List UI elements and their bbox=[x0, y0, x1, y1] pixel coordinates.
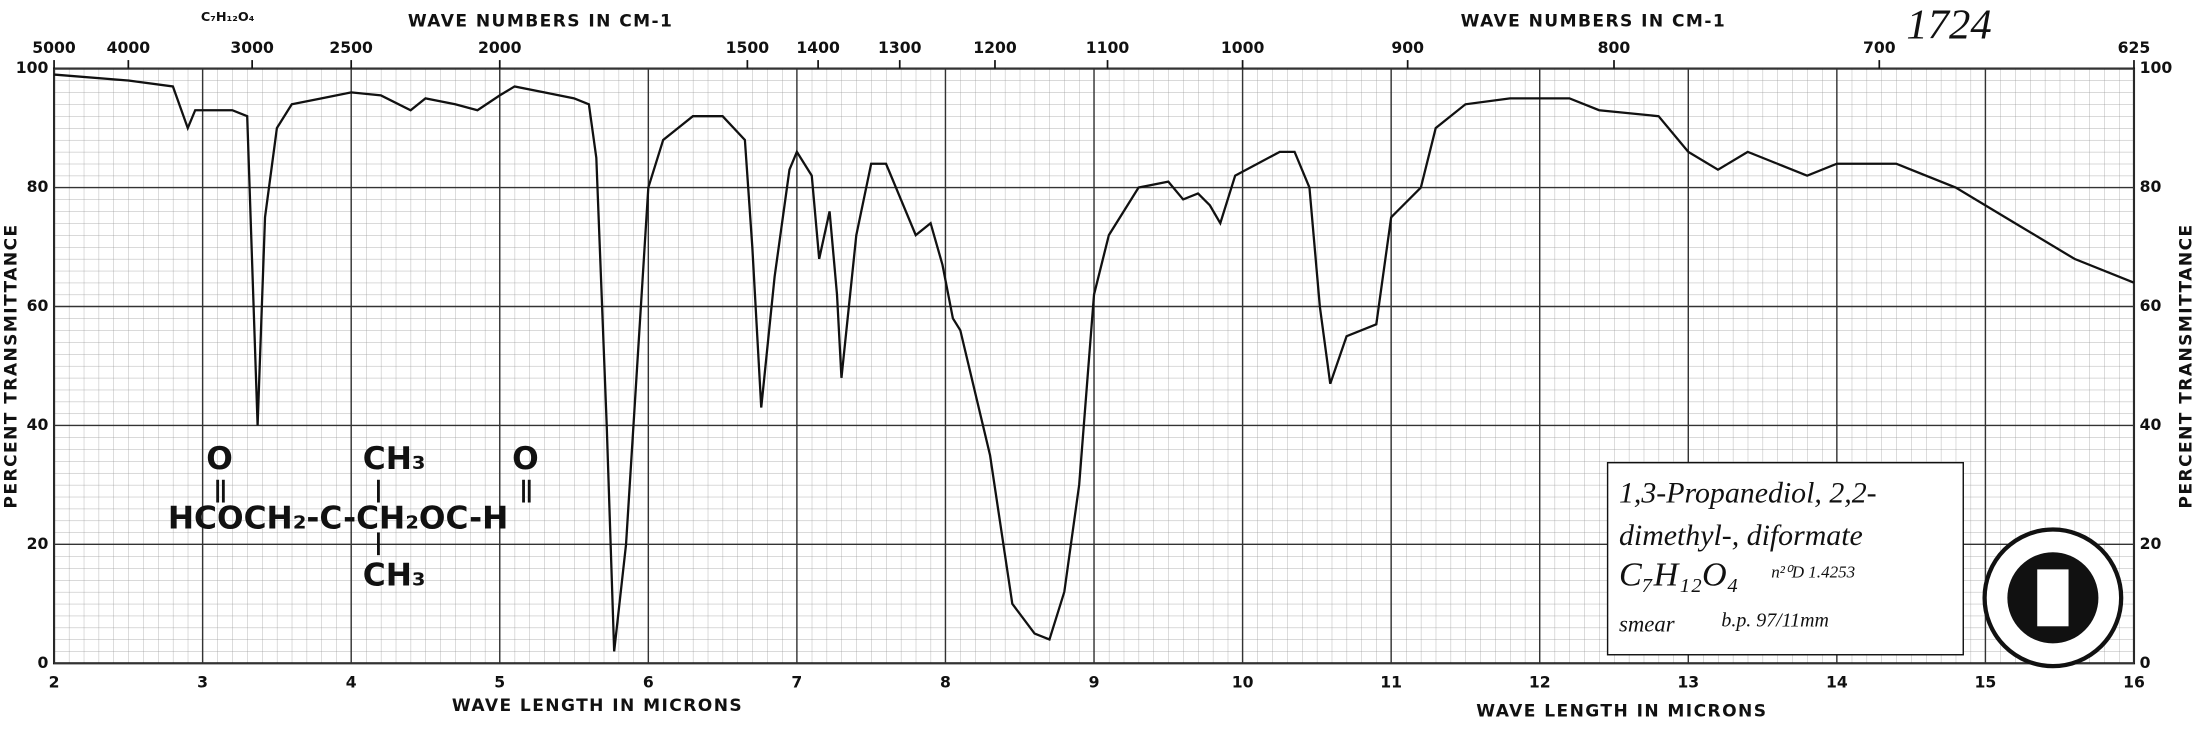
x2-tick-label: 1000 bbox=[1221, 38, 1265, 57]
structure: O O CH₃ HCOCH₂-C-CH₂OC-H CH₃ bbox=[168, 441, 539, 594]
y-label: PERCENT TRANSMITTANCE bbox=[1, 223, 21, 508]
x2-tick-label: 1200 bbox=[973, 38, 1017, 57]
formula-top: C₇H₁₂O₄ bbox=[201, 10, 255, 25]
annotation-line: C₇H₁₂O₄ bbox=[1619, 557, 1739, 594]
x-tick-label: 12 bbox=[1529, 673, 1551, 692]
y-tick-label: 20 bbox=[27, 534, 49, 553]
annotation-line: dimethyl-, diformate bbox=[1619, 519, 1863, 552]
annotation-box: 1,3-Propanediol, 2,2- dimethyl-, diforma… bbox=[1606, 461, 1964, 656]
y2-tick-label: 80 bbox=[2140, 177, 2162, 196]
y2-tick-label: 20 bbox=[2140, 534, 2162, 553]
x-tick-label: 11 bbox=[1380, 673, 1402, 692]
x2-tick-label: 2500 bbox=[329, 38, 373, 57]
structure-ch3: CH₃ bbox=[363, 557, 426, 593]
x2-label: WAVE NUMBERS IN CM-1 bbox=[1461, 12, 1727, 32]
x-tick-label: 4 bbox=[346, 673, 357, 692]
x-tick-label: 16 bbox=[2123, 673, 2145, 692]
x2-tick-label: 900 bbox=[1391, 38, 1424, 57]
x2-tick-label: 5000 bbox=[32, 38, 76, 57]
y2-tick-label: 0 bbox=[2140, 653, 2151, 672]
x2-tick-label: 800 bbox=[1598, 38, 1631, 57]
y2-tick-label: 60 bbox=[2140, 296, 2162, 315]
y-tick-label: 80 bbox=[27, 177, 49, 196]
x-tick-label: 13 bbox=[1677, 673, 1699, 692]
x2-tick-label: 625 bbox=[2118, 38, 2151, 57]
annotation-line: smear bbox=[1619, 612, 1675, 637]
x2-tick-label: 1500 bbox=[726, 38, 770, 57]
structure-ch3: CH₃ bbox=[363, 441, 426, 477]
y2-label: PERCENT TRANSMITTANCE bbox=[2177, 223, 2197, 508]
x2-tick-label: 2000 bbox=[478, 38, 522, 57]
x2-tick-label: 700 bbox=[1863, 38, 1896, 57]
x-tick-label: 8 bbox=[940, 673, 951, 692]
chart-title: 1724 bbox=[1906, 2, 1991, 49]
structure-main: HCOCH₂-C-CH₂OC-H bbox=[168, 501, 508, 537]
y-tick-label: 60 bbox=[27, 296, 49, 315]
y-tick-label: 0 bbox=[37, 653, 48, 672]
annotation-line: 1,3-Propanediol, 2,2- bbox=[1619, 476, 1877, 509]
x2-tick-label: 4000 bbox=[107, 38, 151, 57]
x2-tick-label: 1100 bbox=[1086, 38, 1130, 57]
annotation-line: n²⁰D 1.4253 bbox=[1771, 563, 1855, 582]
y2-tick-label: 100 bbox=[2140, 58, 2173, 77]
grid bbox=[53, 67, 2135, 664]
structure-o: O bbox=[512, 441, 539, 477]
y2-tick-label: 40 bbox=[2140, 415, 2162, 434]
x-tick-label: 14 bbox=[1826, 673, 1848, 692]
x2-tick-label: 1300 bbox=[878, 38, 922, 57]
x-tick-label: 10 bbox=[1232, 673, 1254, 692]
logo bbox=[1982, 527, 2124, 669]
annotation-line: b.p. 97/11mm bbox=[1721, 610, 1828, 632]
y-tick-label: 100 bbox=[16, 58, 49, 77]
x-tick-label: 7 bbox=[791, 673, 802, 692]
x-tick-label: 2 bbox=[49, 673, 60, 692]
spectrum-line bbox=[53, 73, 2135, 652]
x-label: WAVE LENGTH IN MICRONS bbox=[1476, 702, 1767, 722]
x2-tick-label: 1400 bbox=[796, 38, 840, 57]
x2-label: WAVE NUMBERS IN CM-1 bbox=[408, 12, 674, 32]
x2-tick-label: 3000 bbox=[230, 38, 274, 57]
x-tick-label: 3 bbox=[197, 673, 208, 692]
x-label: WAVE LENGTH IN MICRONS bbox=[452, 696, 743, 716]
x-tick-label: 9 bbox=[1089, 673, 1100, 692]
y-tick-label: 40 bbox=[27, 415, 49, 434]
x-tick-label: 6 bbox=[643, 673, 654, 692]
structure-o: O bbox=[206, 441, 233, 477]
x-tick-label: 5 bbox=[494, 673, 505, 692]
x-tick-label: 15 bbox=[1975, 673, 1997, 692]
